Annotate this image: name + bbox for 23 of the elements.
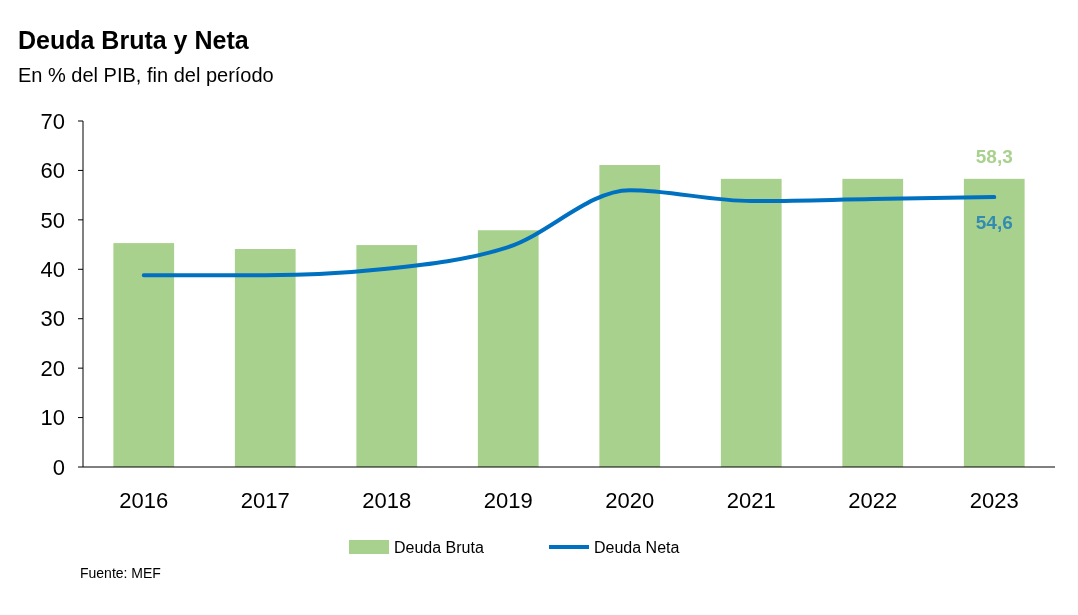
data-label: 58,3 xyxy=(975,145,1013,167)
x-tick-label: 2021 xyxy=(726,488,776,513)
y-tick-label: 70 xyxy=(40,108,65,134)
x-tick-label: 2022 xyxy=(848,488,898,513)
legend-label: Deuda Neta xyxy=(594,538,680,556)
x-tick-label: 2023 xyxy=(969,488,1019,513)
y-tick-label: 20 xyxy=(40,355,65,381)
y-tick-label: 60 xyxy=(40,158,65,184)
x-tick-label: 2020 xyxy=(605,488,655,513)
y-tick-label: 10 xyxy=(40,405,65,431)
x-tick-label: 2016 xyxy=(119,488,169,513)
legend-label: Deuda Bruta xyxy=(394,538,484,556)
chart-title: Deuda Bruta y Neta xyxy=(18,26,250,54)
chart-subtitle: En % del PIB, fin del período xyxy=(18,64,274,86)
data-label: 54,6 xyxy=(975,212,1013,234)
y-tick-label: 30 xyxy=(40,306,65,332)
x-tick-label: 2017 xyxy=(240,488,290,513)
x-tick-label: 2019 xyxy=(483,488,533,513)
x-tick-label: 2018 xyxy=(362,488,412,513)
y-tick-label: 40 xyxy=(40,256,65,282)
y-tick-label: 0 xyxy=(52,454,65,480)
source-note: Fuente: MEF xyxy=(80,565,161,581)
y-tick-label: 50 xyxy=(40,207,65,233)
